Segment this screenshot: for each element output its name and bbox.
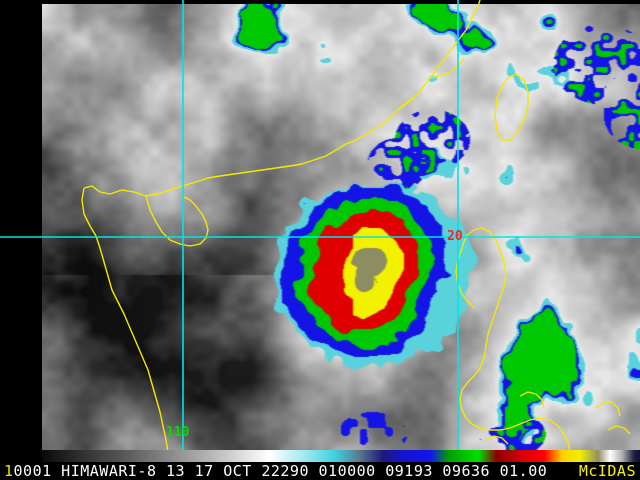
satellite-image-area[interactable]: 20 110 [0,0,640,456]
map-overlay [0,0,640,456]
colorbar-ramp [42,450,640,462]
grid-label-latitude-20: 20 [447,229,463,244]
status-bar: 1 0001 HIMAWARI-8 13 17 OCT 22290 010000… [0,462,640,480]
coastline-vectors [81,0,631,453]
status-bar-text: 0001 HIMAWARI-8 13 17 OCT 22290 010000 0… [13,462,548,480]
color-enhancement-bar [0,450,640,462]
mcidas-brand-label: McIDAS [578,462,636,480]
latlon-gridlines [0,0,640,456]
frame-sequence-number: 1 [4,462,14,480]
satellite-image-canvas[interactable] [42,4,640,456]
grid-label-longitude-110: 110 [166,425,190,440]
colorbar-left-margin [0,450,42,462]
